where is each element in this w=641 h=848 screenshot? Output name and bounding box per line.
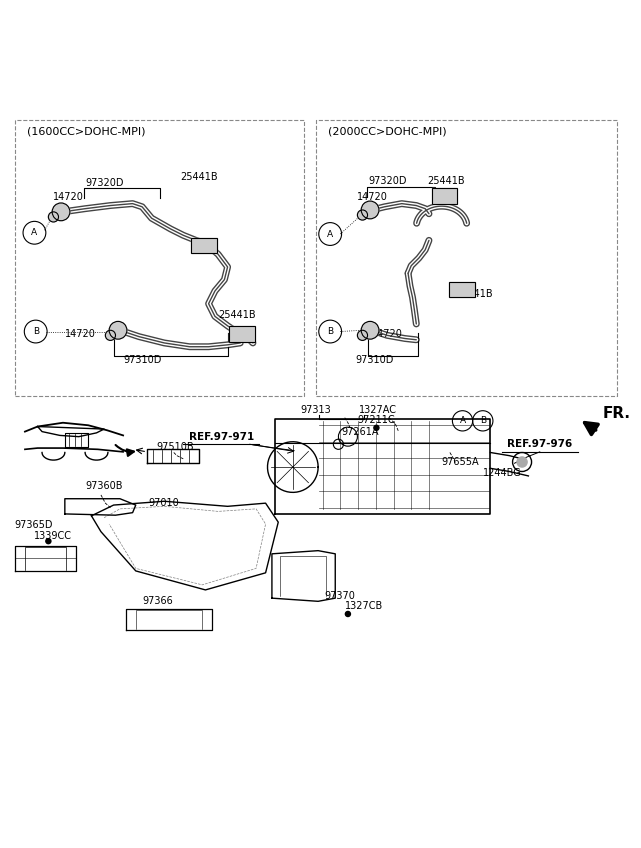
Bar	[449, 282, 474, 298]
Text: B: B	[33, 327, 38, 336]
Text: 97320D: 97320D	[368, 176, 406, 186]
Text: 97320D: 97320D	[85, 178, 124, 188]
Circle shape	[374, 425, 379, 430]
Text: 25441B: 25441B	[456, 289, 493, 299]
Text: 97365D: 97365D	[14, 520, 53, 530]
Text: 97655A: 97655A	[442, 457, 479, 467]
Circle shape	[358, 210, 367, 220]
Text: 1327CB: 1327CB	[345, 601, 383, 611]
Bar	[229, 326, 255, 342]
Bar	[431, 188, 457, 204]
Text: 97313: 97313	[301, 405, 331, 416]
Circle shape	[345, 611, 351, 616]
Bar	[192, 237, 217, 253]
Circle shape	[109, 321, 127, 339]
Circle shape	[358, 330, 367, 340]
Text: 25441B: 25441B	[180, 171, 218, 181]
Text: 97310D: 97310D	[355, 355, 394, 365]
Text: 25441B: 25441B	[427, 176, 465, 186]
Text: 14720: 14720	[53, 192, 85, 203]
Text: 25441B: 25441B	[218, 310, 256, 320]
Circle shape	[52, 203, 70, 220]
Text: 97510B: 97510B	[156, 442, 194, 452]
Bar	[229, 326, 255, 342]
Text: 1244BG: 1244BG	[483, 468, 522, 478]
Circle shape	[517, 457, 527, 467]
Text: 1327AC: 1327AC	[359, 405, 397, 416]
Text: (2000CC>DOHC-MPI): (2000CC>DOHC-MPI)	[328, 126, 446, 137]
Circle shape	[362, 321, 379, 339]
Text: 14720: 14720	[358, 192, 388, 202]
Text: B: B	[327, 327, 333, 336]
Text: 14720: 14720	[372, 329, 403, 338]
Text: 97366: 97366	[142, 596, 173, 606]
Circle shape	[105, 330, 115, 340]
Text: B: B	[479, 416, 486, 426]
Text: A: A	[327, 230, 333, 238]
Text: A: A	[31, 228, 38, 237]
Text: 1339CC: 1339CC	[35, 531, 72, 540]
Text: FR.: FR.	[603, 406, 631, 421]
Text: 97310D: 97310D	[123, 355, 162, 365]
Bar	[192, 237, 217, 253]
Bar	[316, 120, 617, 395]
Text: (1600CC>DOHC-MPI): (1600CC>DOHC-MPI)	[27, 126, 146, 137]
Text: 97211C: 97211C	[358, 416, 395, 425]
Text: A: A	[460, 416, 465, 426]
Text: REF.97-971: REF.97-971	[188, 432, 254, 442]
Text: 97261A: 97261A	[342, 427, 379, 437]
Text: 97010: 97010	[149, 498, 179, 508]
Circle shape	[48, 212, 58, 222]
Text: 97370: 97370	[324, 591, 355, 601]
Bar	[15, 120, 304, 395]
Circle shape	[46, 538, 51, 544]
Text: REF.97-976: REF.97-976	[507, 439, 572, 449]
Circle shape	[362, 201, 379, 219]
Text: 14720: 14720	[65, 329, 96, 338]
Bar	[449, 282, 474, 298]
Text: 97360B: 97360B	[85, 481, 122, 491]
Bar	[431, 188, 457, 204]
